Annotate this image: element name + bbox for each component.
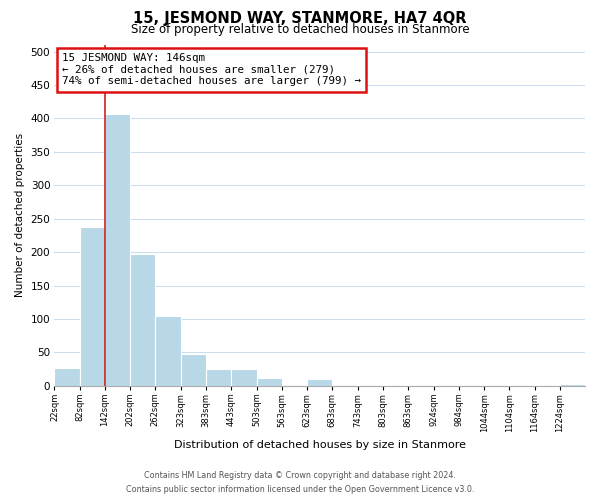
Bar	[80, 228, 105, 386]
X-axis label: Distribution of detached houses by size in Stanmore: Distribution of detached houses by size …	[174, 440, 466, 450]
Bar	[257, 378, 282, 386]
Bar	[232, 369, 257, 386]
Text: Contains HM Land Registry data © Crown copyright and database right 2024.
Contai: Contains HM Land Registry data © Crown c…	[126, 472, 474, 494]
Bar	[560, 384, 585, 386]
Bar	[105, 114, 130, 386]
Bar	[55, 368, 80, 386]
Bar	[155, 316, 181, 386]
Bar	[181, 354, 206, 386]
Text: 15, JESMOND WAY, STANMORE, HA7 4QR: 15, JESMOND WAY, STANMORE, HA7 4QR	[133, 12, 467, 26]
Text: 15 JESMOND WAY: 146sqm
← 26% of detached houses are smaller (279)
74% of semi-de: 15 JESMOND WAY: 146sqm ← 26% of detached…	[62, 53, 361, 86]
Text: Size of property relative to detached houses in Stanmore: Size of property relative to detached ho…	[131, 24, 469, 36]
Bar	[307, 379, 332, 386]
Bar	[206, 369, 232, 386]
Y-axis label: Number of detached properties: Number of detached properties	[15, 134, 25, 298]
Bar	[130, 254, 155, 386]
